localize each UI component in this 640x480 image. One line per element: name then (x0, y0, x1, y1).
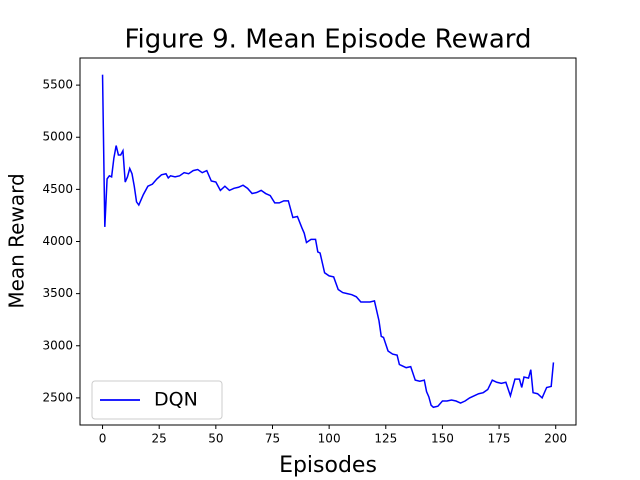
legend-label: DQN (154, 389, 198, 411)
y-axis-label: Mean Reward (5, 173, 29, 308)
y-tick-label: 5000 (42, 130, 73, 144)
x-axis-label: Episodes (279, 453, 377, 478)
plot-frame (79, 57, 577, 426)
y-tick-label: 4000 (42, 234, 73, 248)
line (101, 74, 555, 409)
x-tick-label: 100 (318, 432, 341, 446)
y-tick-label: 5500 (42, 78, 73, 92)
y-tick-label: 4500 (42, 182, 73, 196)
y-tick-label: 3000 (42, 338, 73, 352)
y-tick-label: 3500 (42, 286, 73, 300)
x-tick-label: 150 (431, 432, 454, 446)
x-tick-label: 0 (99, 432, 107, 446)
x-tick-label: 75 (265, 432, 280, 446)
chart-title: Figure 9. Mean Episode Reward (124, 25, 531, 55)
y-tick-label: 2500 (42, 390, 73, 404)
x-tick-label: 200 (544, 432, 567, 446)
legend-box (91, 380, 223, 420)
x-tick-label: 25 (152, 432, 167, 446)
x-tick-label: 125 (374, 432, 397, 446)
x-tick-label: 175 (488, 432, 511, 446)
x-tick-label: 50 (208, 432, 223, 446)
